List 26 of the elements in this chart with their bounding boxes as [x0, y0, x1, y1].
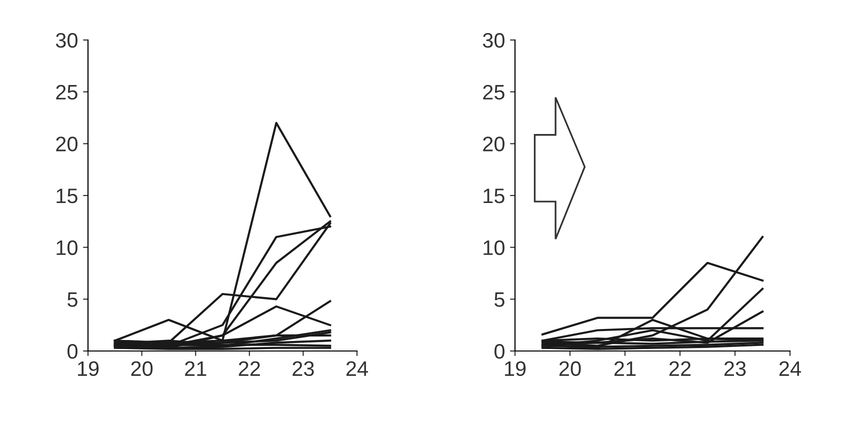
x-tick-label: 24 — [346, 361, 368, 376]
x-tick-label: 20 — [559, 361, 581, 376]
y-tick-label: 5 — [68, 292, 78, 307]
y-tick-label: 10 — [484, 240, 504, 256]
y-tick-label: 20 — [483, 136, 504, 152]
x-tick-label: 24 — [779, 361, 801, 376]
y-tick-label: 25 — [483, 84, 504, 100]
y-tick-label: 20 — [56, 136, 78, 152]
y-tick-label: 30 — [482, 33, 504, 48]
y-tick-label: 0 — [68, 344, 78, 359]
y-tick-label: 0 — [494, 344, 504, 359]
x-tick-label: 22 — [238, 361, 260, 376]
y-tick-label: 30 — [56, 33, 78, 48]
x-tick-label: 19 — [78, 361, 99, 376]
x-tick-label: 23 — [292, 361, 314, 376]
x-tick-label: 21 — [614, 361, 636, 376]
y-tick-label: 5 — [494, 292, 504, 307]
y-tick-label: 25 — [56, 84, 78, 100]
y-tick-label: 10 — [56, 240, 78, 256]
x-tick-label: 20 — [131, 361, 153, 376]
x-tick-label: 23 — [724, 361, 746, 376]
x-tick-label: 21 — [185, 361, 206, 376]
y-tick-label: 15 — [56, 188, 78, 204]
x-tick-label: 19 — [505, 361, 526, 376]
y-tick-label: 15 — [484, 188, 504, 204]
x-tick-label: 22 — [669, 361, 691, 376]
